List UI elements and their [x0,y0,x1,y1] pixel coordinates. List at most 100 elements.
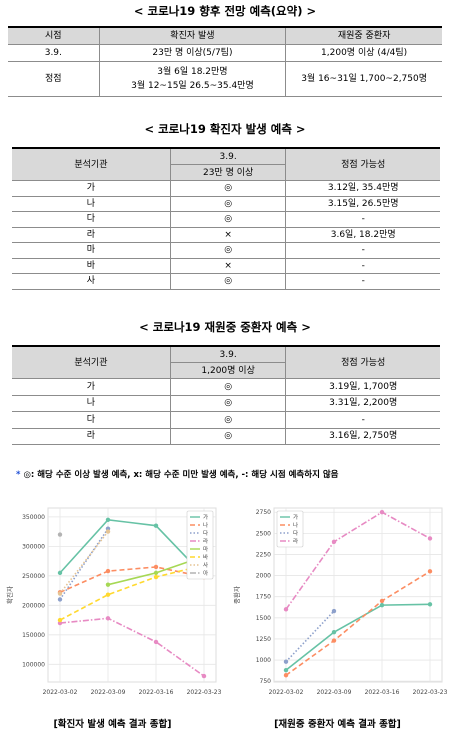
series-line [285,603,431,671]
x-tick-label: 2022-03-16 [365,689,400,696]
legend-label: 가 [293,513,298,521]
y-tick-label: 1000 [256,657,271,664]
data-point [153,570,159,576]
table-row: 나 ◎ 3.31일, 2,200명 [12,394,440,412]
y-tick-label: 150000 [22,632,45,639]
header-cell: 분석기관 [12,345,171,379]
summary-table: 시점 확진자 발생 재원중 중환자 3.9. 23만 명 이상(5/7팀) 1,200명 … [8,26,442,97]
data-point [331,608,337,614]
table-row: 정점 3월 6일 18.2만명 3월 12~15일 26.5~35.4만명 3월 16… [8,61,442,97]
legend-box [276,510,304,548]
series-line [285,511,431,610]
table-cell: 라 [12,226,171,243]
data-point [105,582,111,587]
note-marker: * [16,470,21,480]
data-point [57,597,63,602]
table-cell: 3.16일, 2,750명 [285,427,440,445]
table-cell: ◎ [169,411,287,429]
table-cell: - [285,242,440,259]
table-cell: 나 [12,394,171,412]
series-line [59,531,109,595]
data-point [427,536,433,541]
table-cell: × [169,257,287,274]
header-cell: 정점 가능성 [285,345,440,379]
y-tick-label: 300000 [22,543,45,550]
legend-label: 마 [203,545,208,553]
x-tick-label: 2022-03-02 [269,689,304,696]
table-row: 다 ◎ - [12,211,440,228]
table-cell: 다 [12,211,171,228]
table-cell: 3.31일, 2,200명 [285,394,440,412]
data-point [427,569,433,574]
x-tick-label: 2022-03-02 [43,689,78,696]
cases-title: < 코로나19 확진자 발생 예측 > [144,122,306,136]
header-row: 분석기관 3.9. 정점 가능성 [12,147,440,181]
table-cell: 3.15일, 26.5만명 [285,195,440,212]
data-point [379,598,385,604]
legend-label: 바 [203,553,208,561]
note-text: ◎: 해당 수준 이상 발생 예측, x: 해당 수준 미만 발생 예측, -:… [23,470,339,480]
legend-box [186,510,214,580]
table-cell: 23만 명 이상(5/7팀) [98,44,287,62]
table-cell: ◎ [169,180,287,197]
icu-table: 분석기관 3.9. 정점 가능성 1,200명 이상 가 ◎ 3.19일, 1,700명 나 ◎… [12,345,440,445]
table-cell: 나 [12,195,171,212]
table-cell: 마 [12,242,171,259]
header-row: 시점 확진자 발생 재원중 중환자 [8,26,442,45]
table-cell: ◎ [169,273,287,290]
legend-label: 라 [203,537,208,545]
series-line [59,564,205,621]
icu-title: < 코로나19 재원중 중환자 예측 > [139,320,311,334]
data-point [57,591,63,596]
legend-label: 나 [293,521,298,529]
series-line [285,610,335,663]
y-axis-label: 확진자 [5,586,14,604]
table-cell: 3.19일, 1,700명 [285,378,440,396]
table-cell: 3.12일, 35.4만명 [285,180,440,197]
data-point [105,592,111,597]
y-tick-label: 1750 [256,594,271,601]
data-point [201,673,207,679]
y-tick-label: 1500 [256,615,271,622]
table-cell: 3.6일, 18.2만명 [285,226,440,243]
icu-chart: 750 1000 1250 1500 1750 2000 2250 2500 2750 2022-… [232,507,448,696]
table-cell: 가 [12,180,171,197]
legend-label: 아 [203,569,208,577]
table-cell: ◎ [169,394,287,412]
table-row: 가 ◎ 3.19일, 1,700명 [12,378,440,396]
chart-caption: [확진자 발생 예측 결과 종합] [53,719,172,730]
table-cell: ◎ [169,242,287,259]
header-cell: 확진자 발생 [98,26,287,45]
data-point [153,523,159,528]
table-row: 사 ◎ - [12,273,440,290]
legend-note: * ◎: 해당 수준 이상 발생 예측, x: 해당 수준 미만 발생 예측, -… [16,468,339,480]
table-cell: - [285,211,440,228]
table-row: 라 × 3.6일, 18.2만명 [12,226,440,243]
header-cell: 3.9. [169,345,287,363]
chart-caption: [재원중 중환자 예측 결과 종합] [274,719,401,730]
data-point [331,638,337,643]
table-cell: 가 [12,378,171,396]
cell-line: 3월 6일 18.2만명 [157,67,228,77]
table-row: 가 ◎ 3.12일, 35.4만명 [12,180,440,197]
header-cell: 3.9. [169,147,287,165]
header-row: 1,200명 이상 [12,362,440,379]
header-cell: 분석기관 [12,147,171,181]
legend-label: 사 [203,561,208,569]
series-line [59,617,205,677]
table-cell: 바 [12,257,171,274]
table-cell: ◎ [169,211,287,228]
data-point [153,564,159,570]
legend-label: 다 [293,529,298,537]
table-cell: - [285,411,440,429]
summary-title: < 코로나19 향후 전망 예측(요약) > [133,4,317,18]
data-point [427,602,433,607]
legend-label: 다 [203,529,208,537]
legend-label: 라 [293,537,298,545]
data-point [283,659,289,664]
header-row: 23만 명 이상 [12,164,440,181]
data-point [105,616,111,621]
table-row: 3.9. 23만 명 이상(5/7팀) 1,200명 이상 (4/4팀) [8,44,442,62]
